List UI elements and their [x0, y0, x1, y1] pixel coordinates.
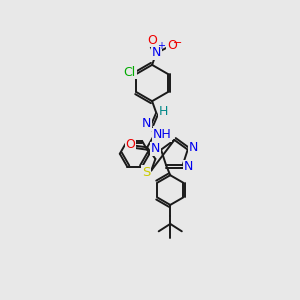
- Text: S: S: [142, 166, 151, 178]
- Text: N: N: [142, 117, 151, 130]
- Text: NH: NH: [153, 128, 171, 142]
- Text: N: N: [152, 46, 161, 59]
- Text: O: O: [167, 39, 177, 52]
- Text: −: −: [173, 38, 182, 48]
- Text: H: H: [159, 105, 168, 118]
- Text: O: O: [147, 34, 157, 46]
- Text: Cl: Cl: [124, 66, 136, 79]
- Text: N: N: [151, 142, 160, 155]
- Text: N: N: [184, 160, 193, 173]
- Text: O: O: [126, 138, 136, 152]
- Text: +: +: [157, 41, 165, 51]
- Text: N: N: [189, 142, 198, 154]
